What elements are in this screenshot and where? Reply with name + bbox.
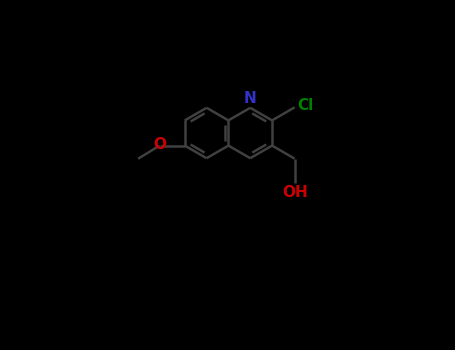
Text: O: O xyxy=(153,137,166,152)
Text: OH: OH xyxy=(282,186,308,201)
Text: Cl: Cl xyxy=(298,98,314,113)
Text: N: N xyxy=(244,91,257,106)
